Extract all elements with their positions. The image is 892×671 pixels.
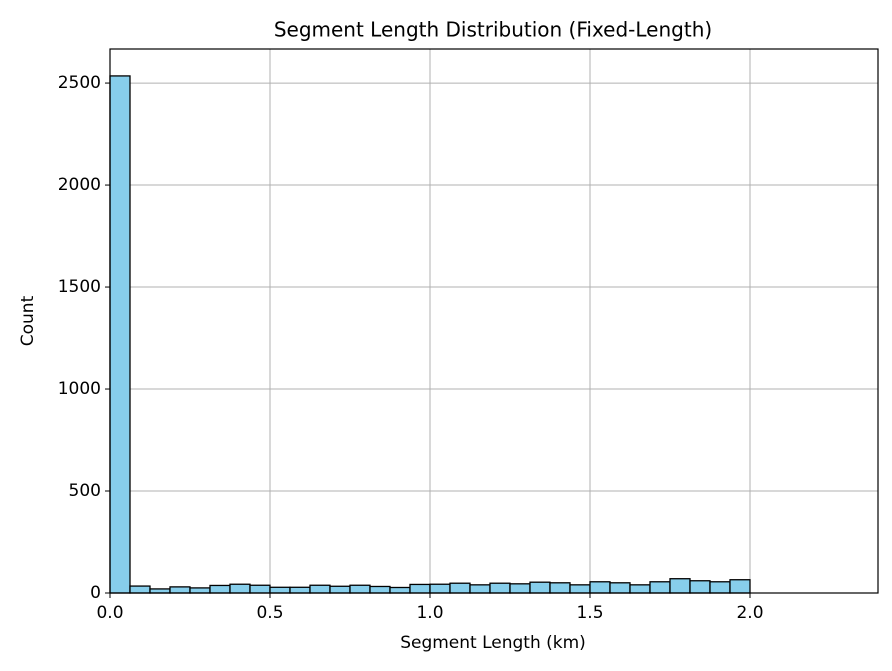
bar bbox=[469, 584, 491, 594]
bar bbox=[449, 582, 471, 594]
y-tick-label: 2000 bbox=[58, 175, 101, 195]
y-tick-label: 1000 bbox=[58, 379, 101, 399]
y-axis-label: Count bbox=[18, 295, 38, 346]
bar bbox=[129, 585, 151, 594]
bar bbox=[549, 582, 571, 594]
chart-title: Segment Length Distribution (Fixed-Lengt… bbox=[274, 18, 712, 42]
bar bbox=[569, 584, 591, 594]
bar bbox=[309, 584, 331, 594]
y-tick-label: 2500 bbox=[58, 73, 101, 93]
bar bbox=[289, 586, 311, 594]
bar bbox=[349, 584, 371, 594]
bar bbox=[429, 583, 451, 594]
y-tick-label: 1500 bbox=[58, 277, 101, 297]
bar bbox=[489, 582, 511, 594]
y-tick-label: 0 bbox=[90, 583, 101, 603]
bar bbox=[169, 586, 191, 594]
bar bbox=[689, 580, 711, 594]
y-tick-label: 500 bbox=[69, 481, 101, 501]
bar bbox=[629, 584, 651, 594]
bar bbox=[149, 588, 171, 594]
x-tick-label: 1.5 bbox=[576, 603, 603, 623]
bar bbox=[389, 586, 411, 594]
bar bbox=[529, 581, 551, 594]
bar bbox=[669, 578, 691, 594]
bar bbox=[709, 581, 731, 594]
bar bbox=[649, 581, 671, 594]
bar bbox=[269, 586, 291, 594]
bar bbox=[189, 587, 211, 594]
bar bbox=[729, 579, 751, 594]
bar bbox=[589, 581, 611, 594]
bar bbox=[209, 584, 231, 594]
x-tick-label: 0.0 bbox=[96, 603, 123, 623]
x-tick-label: 2.0 bbox=[736, 603, 763, 623]
bar bbox=[369, 585, 391, 594]
bar bbox=[509, 583, 531, 594]
bar bbox=[249, 584, 271, 594]
x-tick-label: 1.0 bbox=[416, 603, 443, 623]
bar bbox=[409, 583, 431, 594]
x-tick-label: 0.5 bbox=[256, 603, 283, 623]
x-axis-label: Segment Length (km) bbox=[400, 633, 586, 653]
bar bbox=[109, 75, 131, 594]
bar bbox=[329, 585, 351, 594]
bar bbox=[229, 583, 251, 594]
bar bbox=[609, 582, 631, 594]
plot-frame bbox=[109, 48, 879, 594]
